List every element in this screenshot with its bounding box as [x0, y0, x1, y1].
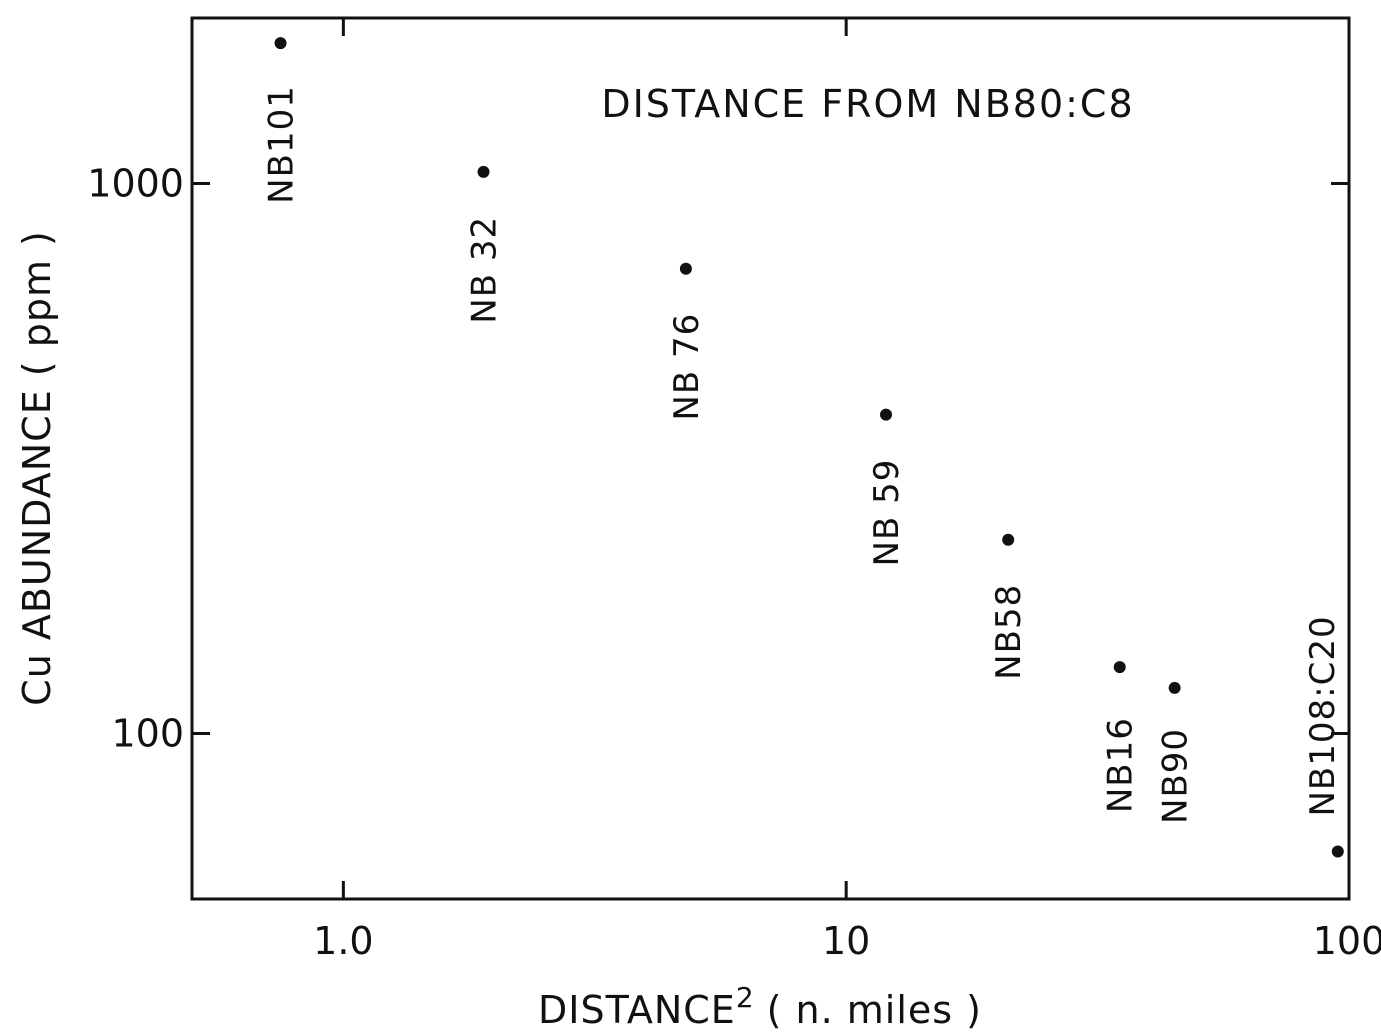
point-label-0: NB101 [262, 85, 302, 204]
x-axis-ticks: 1.0 10 100 [313, 18, 1381, 963]
y-axis-title: Cu ABUNDANCE ( ppm ) [15, 230, 59, 706]
data-point-6 [1168, 681, 1181, 694]
chart-annotation: DISTANCE FROM NB80:C8 [601, 82, 1134, 126]
x-axis-title-main: DISTANCE [538, 988, 736, 1032]
data-point-1 [477, 165, 490, 178]
x-tick-label-0: 1.0 [313, 919, 373, 963]
point-label-1: NB 32 [465, 216, 505, 324]
data-point-0 [274, 37, 287, 50]
data-points: NB101 NB 32 NB 76 NB 59 NB58 NB16 NB90 NB108:C2… [262, 37, 1344, 858]
point-label-2: NB 76 [667, 313, 707, 421]
point-label-3: NB 59 [867, 459, 907, 567]
y-tick-label-1: 1000 [87, 162, 184, 206]
y-axis-ticks: 100 1000 [87, 162, 1349, 755]
data-point-3 [879, 408, 892, 421]
plot-frame [190, 16, 1351, 901]
x-tick-label-1: 10 [822, 919, 870, 963]
x-axis-title: DISTANCE2 ( n. miles ) [538, 981, 982, 1032]
point-label-5: NB16 [1101, 717, 1141, 813]
point-label-4: NB58 [989, 584, 1029, 680]
data-point-4 [1002, 533, 1015, 546]
data-point-7 [1331, 845, 1344, 858]
x-axis-title-superscript: 2 [736, 981, 755, 1014]
data-point-5 [1113, 661, 1126, 674]
point-label-6: NB90 [1156, 728, 1196, 824]
x-tick-label-2: 100 [1313, 919, 1381, 963]
data-point-2 [679, 262, 692, 275]
point-label-7: NB108:C20 [1303, 615, 1343, 816]
x-axis-title-units: ( n. miles ) [767, 988, 982, 1032]
y-tick-label-0: 100 [111, 711, 184, 755]
